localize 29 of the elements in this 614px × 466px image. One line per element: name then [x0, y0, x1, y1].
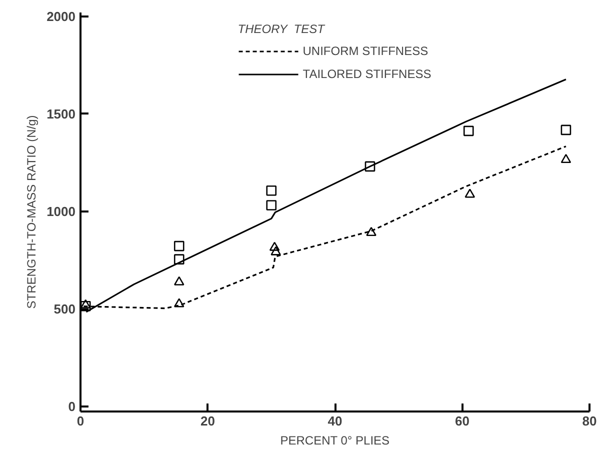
x-tick-label: 20 [200, 414, 215, 428]
point [270, 246, 281, 256]
legend-title: THEORY TEST [238, 22, 326, 36]
point [560, 154, 572, 164]
y-tick-label: 0 [68, 399, 76, 414]
point [464, 188, 476, 198]
point [366, 226, 376, 236]
x-axis-title: PERCENT 0° PLIES [280, 434, 390, 448]
y-tick-label: 1000 [46, 204, 76, 220]
point [80, 299, 91, 308]
point [174, 298, 184, 308]
y-axis-title: STRENGTH-TO-MASS RATIO (N/g) [24, 115, 39, 309]
legend-label: UNIFORM STIFFNESS [302, 44, 428, 58]
point [174, 254, 184, 264]
point [266, 200, 277, 210]
point [174, 240, 184, 252]
y-tick-label: 500 [54, 302, 76, 317]
legend-label: TAILORED STIFFNESS [302, 67, 432, 81]
point [560, 124, 572, 136]
point [269, 242, 280, 251]
x-tick-label: 40 [328, 414, 342, 428]
y-tick-label: 2000 [46, 8, 76, 24]
point [174, 276, 184, 286]
y-tick-label: 1500 [46, 106, 76, 122]
point [266, 185, 277, 196]
point [364, 161, 376, 172]
x-tick-label: 80 [582, 414, 597, 428]
point [463, 126, 474, 136]
x-tick-label: 60 [455, 414, 470, 428]
